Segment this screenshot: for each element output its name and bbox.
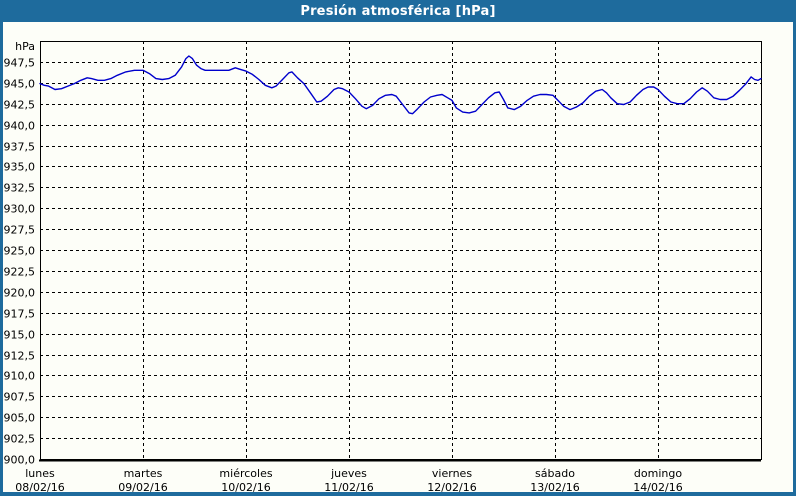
y-tick-label: 915,0 — [4, 329, 36, 342]
y-tick-label: 932,5 — [4, 182, 36, 195]
y-tick-label: 930,0 — [4, 203, 36, 216]
chart-panel: 947,5 945,0 942,5 940,0 937,5 935,0 932,5 930,0… — [3, 22, 793, 492]
y-tick-label: 922,5 — [4, 266, 36, 279]
y-tick-label: 937,5 — [4, 141, 36, 154]
y-tick-label: 947,5 — [4, 57, 36, 70]
y-tick-label: 942,5 — [4, 99, 36, 112]
date-label: 13/02/16 — [530, 481, 579, 492]
y-tick-label: 912,5 — [4, 350, 36, 363]
y-tick-label: 910,0 — [4, 370, 36, 383]
y-tick-label: 902,5 — [4, 433, 36, 446]
date-label: 10/02/16 — [221, 481, 270, 492]
date-label: 14/02/16 — [633, 481, 682, 492]
date-label: 08/02/16 — [15, 481, 64, 492]
day-label: jueves — [330, 467, 367, 480]
date-label: 11/02/16 — [324, 481, 373, 492]
pressure-chart: 947,5 945,0 942,5 940,0 937,5 935,0 932,5 930,0… — [4, 40, 762, 492]
y-tick-label: 920,0 — [4, 287, 36, 300]
y-tick-label: 905,0 — [4, 412, 36, 425]
y-tick-label: 940,0 — [4, 120, 36, 133]
day-label: viernes — [432, 467, 472, 480]
chart-title: Presión atmosférica [hPa] — [300, 3, 496, 19]
y-tick-label: 900,0 — [4, 454, 36, 467]
day-label: sábado — [535, 467, 575, 480]
title-bar: Presión atmosférica [hPa] — [0, 0, 796, 22]
y-tick-label: 945,0 — [4, 78, 36, 91]
y-axis-unit-label: hPa — [15, 40, 35, 53]
date-label: 12/02/16 — [427, 481, 476, 492]
y-tick-label: 907,5 — [4, 391, 36, 404]
day-label: domingo — [634, 467, 682, 480]
day-label: martes — [124, 467, 163, 480]
day-label: miércoles — [219, 467, 272, 480]
pressure-line — [39, 55, 762, 115]
date-label: 09/02/16 — [118, 481, 167, 492]
y-tick-label: 925,0 — [4, 245, 36, 258]
y-tick-label: 935,0 — [4, 161, 36, 174]
y-tick-label: 917,5 — [4, 308, 36, 321]
y-tick-label: 927,5 — [4, 224, 36, 237]
day-label: lunes — [25, 467, 55, 480]
